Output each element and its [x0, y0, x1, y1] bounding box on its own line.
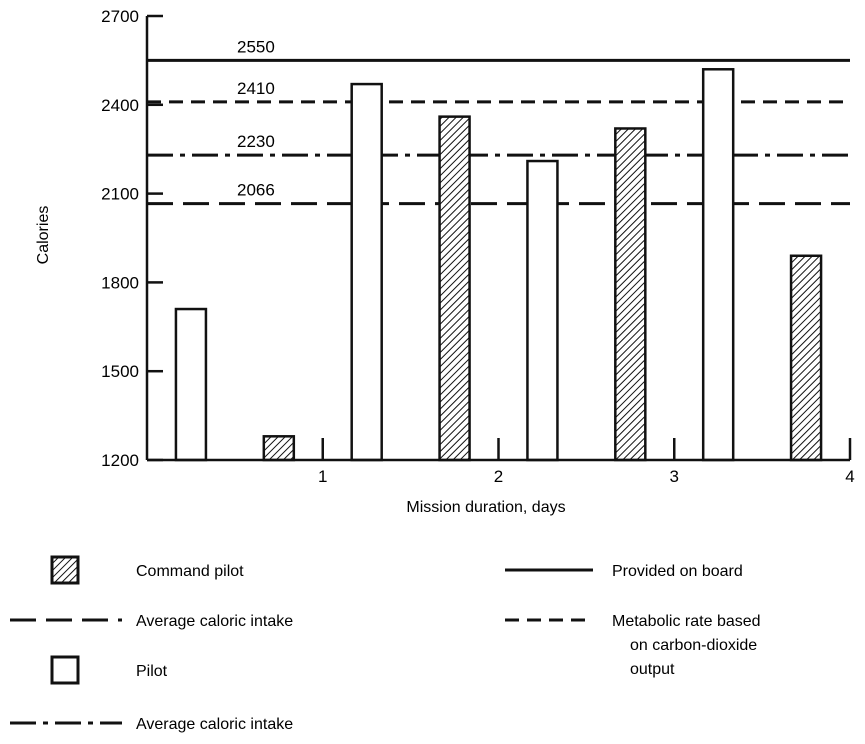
reference-label-2410: 2410: [237, 79, 275, 98]
legend-label-6-3: output: [630, 661, 675, 678]
x-tick-label-4: 4: [845, 467, 854, 486]
legend-item-5: Provided on board: [505, 563, 743, 580]
reference-label-2066: 2066: [237, 181, 275, 200]
legend-item-4: Average caloric intake: [10, 716, 293, 733]
x-tick-label-3: 3: [670, 467, 679, 486]
bar-day-1: [174, 307, 208, 462]
bar-day-3: [350, 82, 383, 462]
reference-label-2230: 2230: [237, 132, 275, 151]
y-tick-label-1200: 1200: [101, 451, 139, 470]
y-tick-label-1800: 1800: [101, 273, 139, 292]
y-tick-label-1500: 1500: [101, 362, 139, 381]
bar-day-4: [438, 115, 471, 462]
legend-item-2: Average caloric intake: [10, 613, 293, 630]
x-tick-label-1: 1: [318, 467, 327, 486]
legend-item-6: Metabolic rate based on carbon-dioxide out…: [505, 613, 761, 678]
legend-label-4-1: Average caloric intake: [136, 716, 293, 733]
legend-symbol-hatched-box: [50, 555, 80, 585]
legend-item-3: Pilot: [50, 655, 168, 685]
bar-day-6: [614, 127, 647, 462]
reference-label-2550: 2550: [237, 37, 275, 56]
legend-label-1-1: Command pilot: [136, 563, 244, 580]
legend-label-2-1: Average caloric intake: [136, 613, 293, 630]
bar-day-8: [789, 254, 823, 462]
y-tick-label-2700: 2700: [101, 7, 139, 26]
legend-label-6-1: Metabolic rate based: [612, 613, 761, 630]
y-tick-label-2400: 2400: [101, 96, 139, 115]
x-tick-label-2: 2: [494, 467, 503, 486]
x-axis-label: Mission duration, days: [406, 499, 565, 516]
bar-day-5: [526, 159, 559, 462]
y-axis-label: Calories: [35, 206, 52, 265]
bar-day-2: [262, 435, 296, 462]
legend-label-5-1: Provided on board: [612, 563, 743, 580]
legend-symbol-open-box: [50, 655, 80, 685]
y-tick-label-2100: 2100: [101, 185, 139, 204]
legend-label-3-1: Pilot: [136, 663, 168, 680]
bar-day-7: [701, 68, 735, 462]
legend-label-6-2: on carbon-dioxide: [630, 637, 757, 654]
legend-item-1: Command pilot: [50, 555, 244, 585]
